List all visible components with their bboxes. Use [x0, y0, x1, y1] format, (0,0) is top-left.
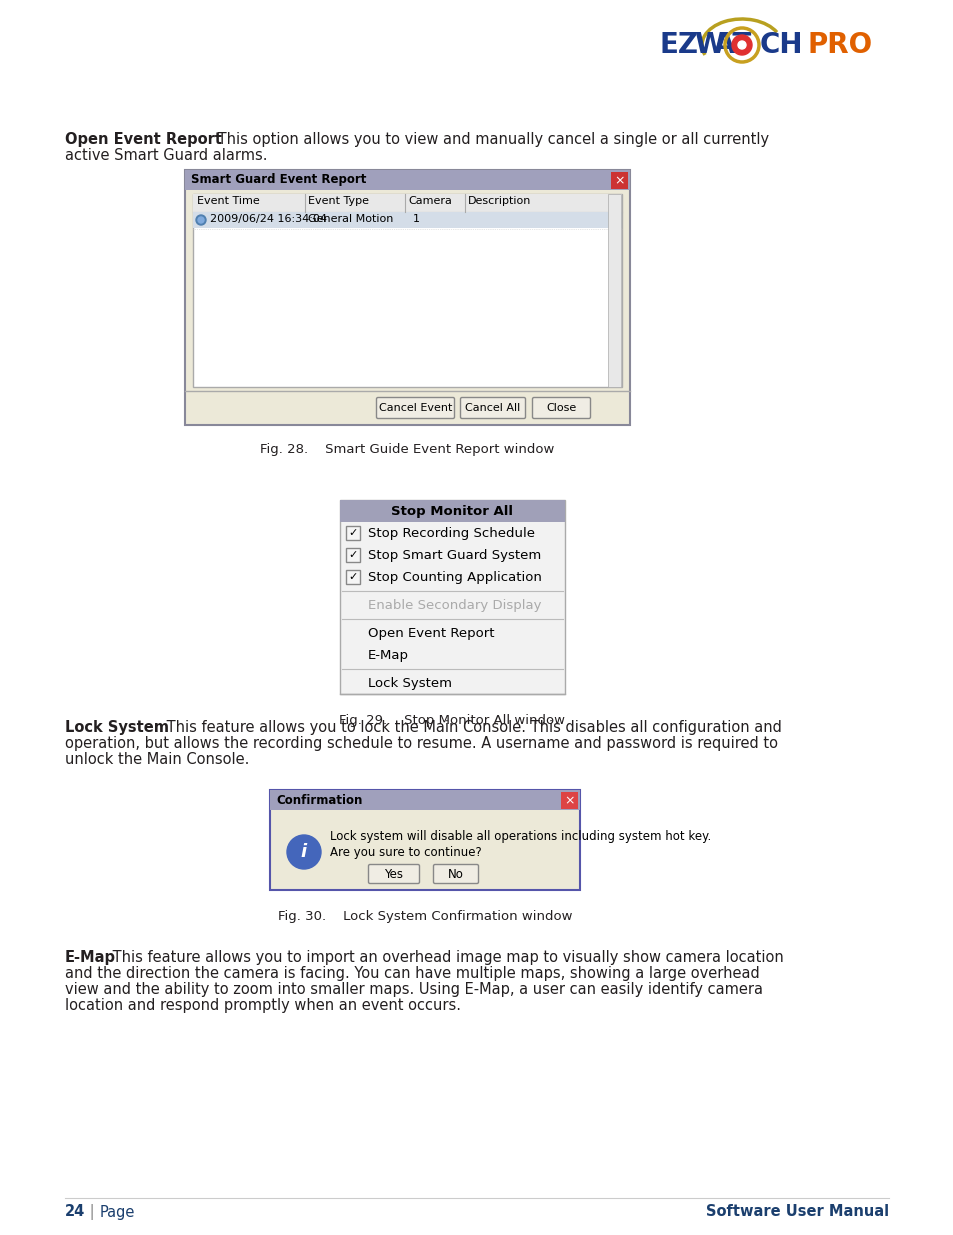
Text: AT: AT	[713, 31, 752, 59]
Text: PRO: PRO	[807, 31, 872, 59]
Text: ×: ×	[563, 794, 574, 806]
FancyBboxPatch shape	[368, 864, 419, 883]
Text: Description: Description	[468, 196, 531, 206]
FancyBboxPatch shape	[460, 398, 525, 419]
Text: This feature allows you to import an overhead image map to visually show camera : This feature allows you to import an ove…	[108, 950, 783, 965]
Bar	[193, 194, 621, 387]
Text: Open Event Report: Open Event Report	[368, 626, 494, 640]
Text: Yes: Yes	[384, 867, 403, 881]
Text: Smart Guard Event Report: Smart Guard Event Report	[191, 173, 366, 186]
Text: operation, but allows the recording schedule to resume. A username and password : operation, but allows the recording sche…	[65, 736, 778, 751]
Text: 2009/06/24 16:34:04: 2009/06/24 16:34:04	[210, 214, 327, 224]
Bar	[193, 212, 621, 228]
Text: No: No	[448, 867, 463, 881]
Text: E-Map: E-Map	[368, 648, 409, 662]
Text: Stop Counting Application: Stop Counting Application	[368, 571, 541, 583]
Bar	[346, 526, 359, 540]
Bar	[560, 792, 578, 809]
Bar	[185, 170, 629, 190]
Text: i: i	[300, 844, 307, 861]
Circle shape	[195, 215, 206, 225]
Bar	[270, 790, 579, 810]
Text: Camera: Camera	[408, 196, 452, 206]
Text: Cancel Event: Cancel Event	[378, 403, 452, 412]
Text: and the direction the camera is facing. You can have multiple maps, showing a la: and the direction the camera is facing. …	[65, 966, 759, 981]
Circle shape	[731, 35, 751, 56]
Text: This option allows you to view and manually cancel a single or all currently: This option allows you to view and manua…	[213, 132, 768, 147]
Text: |: |	[85, 1204, 99, 1220]
Text: view and the ability to zoom into smaller maps. Using E-Map, a user can easily i: view and the ability to zoom into smalle…	[65, 982, 762, 997]
Bar	[339, 500, 564, 694]
Bar	[339, 500, 564, 522]
Text: E-Map: E-Map	[65, 950, 116, 965]
Circle shape	[287, 835, 320, 869]
Text: Fig. 29.    Stop Monitor All window: Fig. 29. Stop Monitor All window	[339, 714, 565, 727]
Bar	[185, 170, 629, 425]
Text: EZ: EZ	[659, 31, 699, 59]
Text: This feature allows you to lock the Main Console. This disables all configuratio: This feature allows you to lock the Main…	[162, 720, 781, 735]
Text: active Smart Guard alarms.: active Smart Guard alarms.	[65, 148, 267, 163]
Text: Page: Page	[100, 1204, 135, 1219]
Circle shape	[738, 41, 745, 49]
Bar	[607, 194, 620, 387]
Text: Are you sure to continue?: Are you sure to continue?	[330, 846, 481, 860]
Text: Open Event Report: Open Event Report	[65, 132, 222, 147]
Bar	[346, 548, 359, 562]
Text: W: W	[693, 31, 724, 59]
Text: Fig. 28.    Smart Guide Event Report window: Fig. 28. Smart Guide Event Report window	[260, 443, 554, 456]
Bar	[346, 571, 359, 584]
Circle shape	[198, 217, 204, 224]
Text: Cancel All: Cancel All	[465, 403, 520, 412]
Text: Stop Recording Schedule: Stop Recording Schedule	[368, 526, 535, 540]
Bar	[270, 790, 579, 890]
Text: Lock System: Lock System	[65, 720, 169, 735]
Text: Enable Secondary Display: Enable Secondary Display	[368, 599, 541, 611]
Bar	[193, 194, 621, 212]
Text: ✓: ✓	[348, 572, 357, 582]
Text: location and respond promptly when an event occurs.: location and respond promptly when an ev…	[65, 998, 460, 1013]
Text: Stop Smart Guard System: Stop Smart Guard System	[368, 548, 540, 562]
Text: General Motion: General Motion	[308, 214, 393, 224]
FancyBboxPatch shape	[532, 398, 590, 419]
Text: CH: CH	[760, 31, 802, 59]
Text: 1: 1	[413, 214, 419, 224]
Text: ✓: ✓	[348, 529, 357, 538]
Text: Event Time: Event Time	[196, 196, 259, 206]
Text: 24: 24	[65, 1204, 85, 1219]
Text: unlock the Main Console.: unlock the Main Console.	[65, 752, 249, 767]
FancyBboxPatch shape	[433, 864, 478, 883]
Text: Confirmation: Confirmation	[275, 794, 362, 808]
Text: ×: ×	[614, 174, 624, 186]
Text: Lock System: Lock System	[368, 677, 452, 689]
Text: Stop Monitor All: Stop Monitor All	[391, 505, 513, 517]
Text: Fig. 30.    Lock System Confirmation window: Fig. 30. Lock System Confirmation window	[277, 910, 572, 923]
Text: ✓: ✓	[348, 550, 357, 559]
Text: Software User Manual: Software User Manual	[705, 1204, 888, 1219]
Text: Event Type: Event Type	[308, 196, 369, 206]
Bar	[610, 172, 627, 189]
Text: Lock system will disable all operations including system hot key.: Lock system will disable all operations …	[330, 830, 711, 844]
Text: Close: Close	[546, 403, 576, 412]
FancyBboxPatch shape	[376, 398, 454, 419]
